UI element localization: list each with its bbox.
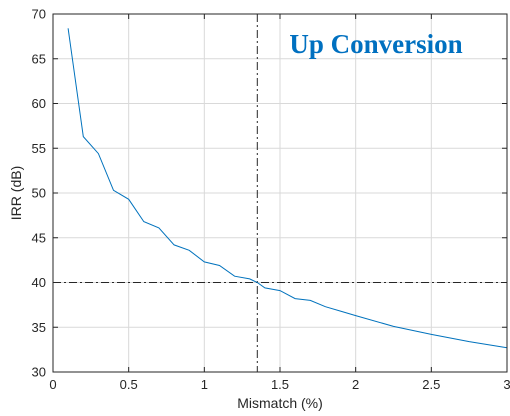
- x-tick-label: 2: [352, 377, 359, 392]
- y-tick-label: 30: [32, 365, 46, 380]
- y-tick-label: 70: [32, 7, 46, 22]
- y-tick-label: 45: [32, 230, 46, 245]
- reference-lines: [53, 14, 507, 372]
- y-tick-label: 65: [32, 51, 46, 66]
- x-tick-label: 2.5: [422, 377, 440, 392]
- plot-series: [67, 28, 508, 349]
- y-tick-label: 55: [32, 141, 46, 156]
- up-conversion-annotation: Up Conversion: [289, 29, 462, 59]
- series-line-irr: [67, 28, 508, 349]
- x-tick-label: 1.5: [271, 377, 289, 392]
- grid-lines: [53, 14, 507, 372]
- x-tick-label: 3: [503, 377, 510, 392]
- x-tick-label: 0.5: [120, 377, 138, 392]
- y-tick-label: 40: [32, 275, 46, 290]
- x-tick-label: 1: [201, 377, 208, 392]
- y-tick-label: 50: [32, 186, 46, 201]
- y-axis-ticks: 30 35 40 45 50 55 60 65 70: [32, 7, 507, 380]
- x-tick-label: 0: [49, 377, 56, 392]
- x-axis-label: Mismatch (%): [237, 395, 323, 411]
- x-axis-ticks: 0 0.5 1 1.5 2 2.5 3: [49, 14, 510, 392]
- y-tick-label: 35: [32, 320, 46, 335]
- y-tick-label: 60: [32, 96, 46, 111]
- y-axis-label: IRR (dB): [8, 166, 24, 220]
